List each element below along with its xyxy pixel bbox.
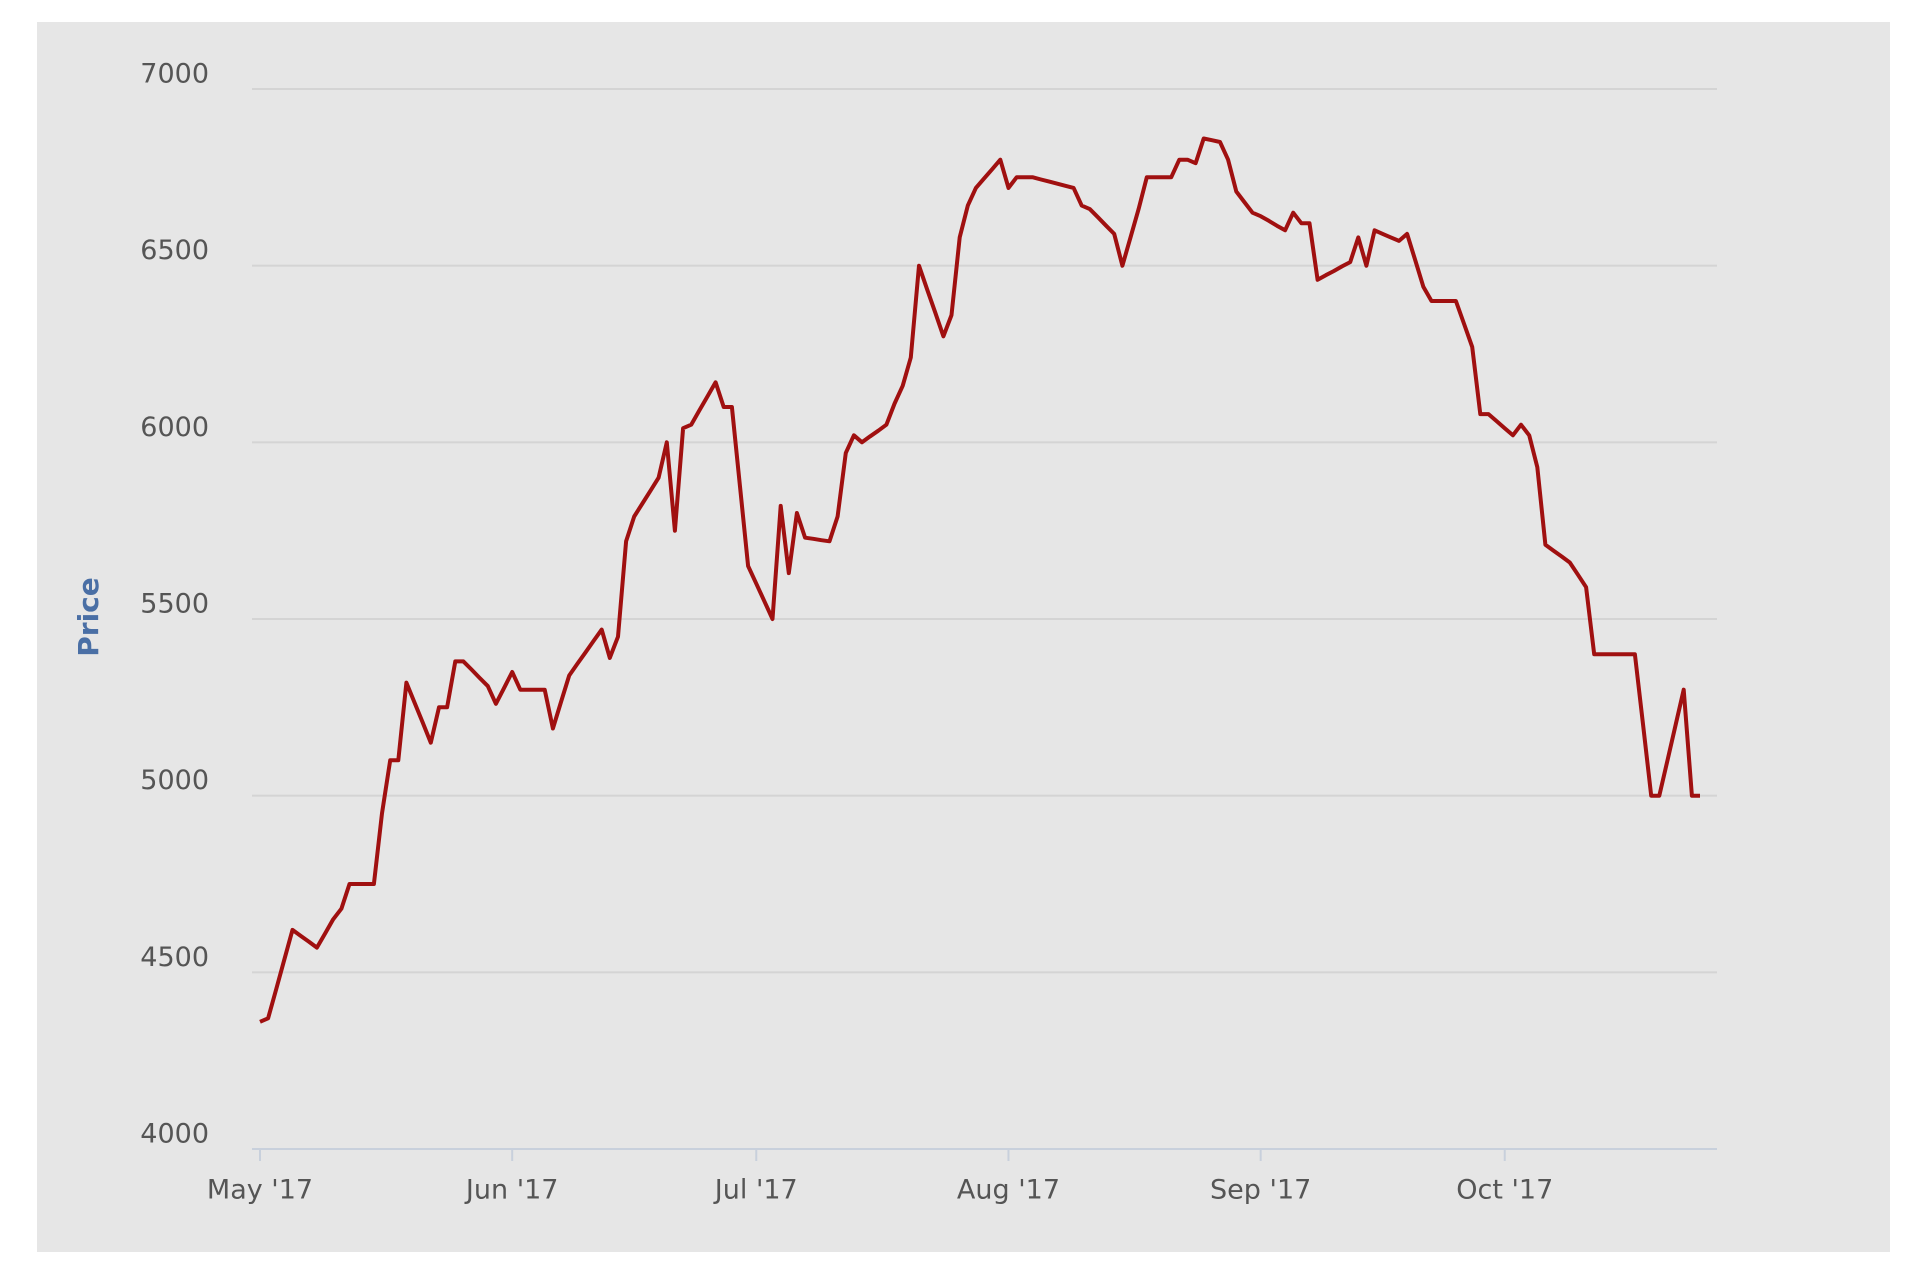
- x-tick-label: Sep '17: [1210, 1175, 1311, 1206]
- y-tick-label: 5500: [140, 589, 209, 620]
- y-axis-label: Price: [72, 577, 105, 657]
- y-tick-label: 4000: [140, 1119, 209, 1150]
- y-tick-label: 6000: [140, 412, 209, 443]
- plot-background: [37, 22, 1890, 1252]
- x-tick-label: Aug '17: [957, 1175, 1060, 1206]
- x-tick-label: Jun '17: [464, 1175, 559, 1206]
- x-tick-label: Oct '17: [1456, 1175, 1553, 1206]
- y-tick-label: 7000: [140, 59, 209, 90]
- y-tick-label: 5000: [140, 765, 209, 796]
- x-tick-label: May '17: [207, 1175, 313, 1206]
- y-tick-label: 6500: [140, 235, 209, 266]
- price-line: [259, 136, 1700, 1024]
- y-tick-label: 4500: [140, 942, 209, 973]
- x-tick-label: Jul '17: [713, 1175, 798, 1206]
